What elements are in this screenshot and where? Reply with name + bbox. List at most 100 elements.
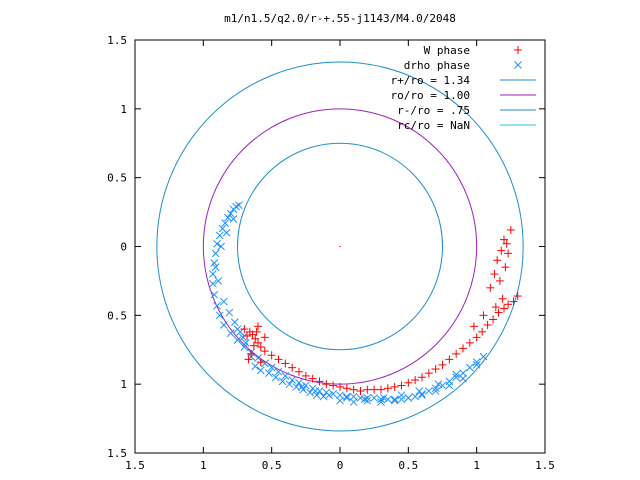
drho-phase-point-b: [445, 381, 454, 390]
y-tick-label: 1.5: [107, 447, 127, 460]
w-phase-point: [465, 338, 474, 347]
drho-phase-point: [239, 333, 247, 342]
w-phase-point: [301, 371, 310, 380]
drho-phase-point-b: [241, 339, 250, 347]
w-phase-point: [491, 303, 500, 312]
drho-phase-point-b: [404, 394, 413, 402]
legend-label: drho phase: [404, 59, 470, 72]
w-phase-point: [494, 308, 503, 317]
drho-phase-point: [274, 367, 283, 376]
legend-label: W phase: [424, 44, 470, 57]
drho-phase-point: [445, 381, 454, 390]
drho-phase-point-b: [271, 373, 280, 382]
drho-phase-point-b: [370, 394, 379, 402]
w-phase-point: [411, 376, 420, 385]
drho-phase-point-b: [306, 388, 314, 397]
drho-phase-point-b: [342, 392, 351, 401]
w-phase-point: [501, 263, 510, 272]
drho-phase-point-b: [211, 263, 220, 272]
drho-phase-point-b: [312, 391, 321, 400]
drho-phase-point-b: [210, 290, 219, 299]
w-phase-point: [504, 300, 513, 309]
drho-phase-point-b: [251, 362, 260, 371]
drho-phase-point-b: [226, 329, 235, 338]
w-phase-point: [490, 270, 499, 279]
legend-label: r-/ro = .75: [397, 104, 470, 117]
drho-phase-point-b: [274, 367, 283, 376]
w-phase-point: [245, 327, 254, 336]
drho-phase-point: [209, 279, 217, 288]
drho-phase-point: [342, 394, 351, 402]
drho-phase-point: [459, 374, 467, 383]
w-phase-point: [336, 382, 344, 391]
w-phase-point: [478, 327, 487, 336]
drho-phase-point-b: [222, 228, 231, 237]
w-phase-point: [267, 351, 276, 360]
drho-phase-point-b: [431, 384, 440, 393]
drho-phase-point-b: [363, 396, 372, 405]
drho-phase-point-b: [342, 394, 351, 402]
drho-phase-point: [424, 387, 433, 395]
drho-phase-point-b: [299, 385, 307, 394]
drho-phase-point: [210, 290, 219, 299]
x-tick-label: 0: [337, 459, 344, 472]
data-markers: [209, 201, 522, 406]
w-phase-point: [254, 338, 262, 347]
drho-phase-point: [217, 242, 225, 251]
drho-phase-point: [390, 395, 399, 404]
drho-phase-point: [404, 394, 413, 402]
drho-phase-point: [299, 385, 307, 394]
drho-phase-point-b: [452, 370, 461, 379]
w-phase-point: [349, 385, 358, 394]
w-phase-point: [322, 380, 331, 389]
w-phase-point: [256, 342, 265, 351]
drho-phase-point-b: [479, 352, 488, 361]
drho-phase-point: [292, 383, 301, 391]
drho-phase-point: [349, 392, 358, 401]
w-phase-point: [495, 276, 504, 285]
drho-phase-point: [329, 389, 338, 398]
w-phase-point: [254, 322, 262, 331]
drho-phase-point-b: [390, 395, 399, 404]
drho-phase-point-b: [431, 387, 440, 395]
drho-phase-point-b: [209, 270, 217, 278]
w-phase-point: [288, 363, 297, 372]
drho-phase-point: [233, 325, 242, 333]
drho-phase-point: [311, 387, 320, 395]
w-phase-point: [243, 331, 252, 340]
drho-phase-point: [213, 301, 221, 310]
w-phase-point: [479, 311, 488, 320]
drho-phase-point-b: [288, 376, 297, 384]
drho-phase-point: [349, 398, 358, 406]
drho-phase-point-b: [329, 389, 338, 398]
drho-phase-point-b: [301, 381, 310, 390]
drho-phase-point: [211, 263, 220, 272]
w-phase-point: [486, 283, 495, 292]
w-phase-point: [404, 378, 413, 387]
drho-phase-point-b: [219, 321, 228, 329]
drho-phase-point: [459, 369, 467, 378]
w-phase-point: [251, 334, 260, 343]
w-phase-point: [509, 297, 518, 306]
drho-phase-point: [434, 380, 443, 389]
drho-phase-point-b: [278, 377, 287, 386]
drho-phase-point-b: [214, 277, 223, 285]
drho-phase-point: [226, 209, 235, 218]
drho-phase-point: [356, 394, 365, 402]
drho-phase-point: [226, 329, 235, 338]
drho-phase-point-b: [360, 395, 369, 404]
drho-phase-point-b: [225, 308, 234, 317]
drho-phase-point-b: [297, 383, 306, 391]
drho-phase-point: [214, 277, 223, 285]
drho-phase-point: [229, 215, 238, 223]
drho-phase-point: [225, 308, 234, 317]
w-phase-point: [497, 246, 506, 255]
drho-phase-point-b: [233, 336, 242, 344]
drho-phase-point: [360, 395, 369, 404]
w-phase-point: [295, 367, 303, 376]
drho-phase-point: [219, 297, 228, 306]
drho-phase-point-b: [285, 380, 294, 389]
legend-label: rc/ro = NaN: [397, 119, 470, 132]
drho-phase-point: [281, 372, 290, 380]
